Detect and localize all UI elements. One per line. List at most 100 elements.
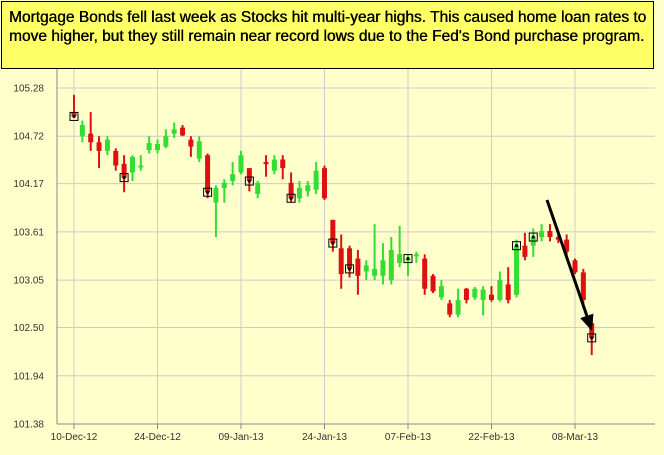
candle-body [413,254,419,257]
candle-body [388,249,394,281]
candle-down [96,136,102,169]
candle-body [271,159,277,171]
candle-up [238,150,244,175]
candle-body [447,303,453,315]
candle-down [430,274,436,294]
candle-body [180,127,186,136]
candle-body [472,288,478,298]
candle-marker [528,232,538,242]
trend-arrow [545,199,594,331]
candle-down [286,172,296,203]
candle-marker [286,193,296,203]
candle-marker-dot [72,114,76,119]
plot-area [57,60,655,424]
candle-down [572,258,578,275]
y-tick-label: 104.72 [13,132,44,143]
candle-up [388,237,394,285]
candle-up [146,136,152,154]
candle-down [355,249,361,295]
y-tick-label: 101.94 [13,371,44,382]
candle-down [180,125,186,137]
candle-marker [119,173,129,183]
candle-body [79,125,85,137]
candle-marker [244,176,254,186]
candle-body [238,155,244,173]
candle-marker-dot [590,336,594,340]
candle-body [213,187,219,203]
arrow-shaft [545,199,591,323]
candle-marker [345,264,355,274]
candle-up [363,260,369,281]
candle-up [413,251,419,263]
y-tick-label: 103.05 [13,276,44,287]
candle-down [88,112,94,151]
candle-up [196,136,202,163]
candle-up [79,120,85,143]
candle-up [296,181,302,203]
x-tick-label: 24-Jan-13 [302,432,347,443]
x-tick-label: 10-Dec-12 [51,432,98,443]
y-tick-label: 102.50 [13,323,44,334]
candle-body [113,150,119,166]
arrow-head [580,313,594,331]
candle-body [355,258,361,276]
candle-body [422,258,428,289]
candle-down [547,224,553,242]
x-tick-label: 22-Feb-13 [468,432,515,443]
candle-body [305,185,311,192]
candle-down [280,155,286,180]
y-tick-label: 105.28 [13,84,44,95]
candle-body [397,254,403,263]
candle-down [69,94,79,121]
candle-up [221,179,227,203]
candle-body [572,260,578,273]
candle-up [397,225,403,268]
x-tick-label: 24-Dec-12 [134,432,181,443]
candle-body [71,112,77,117]
candle-body [96,142,102,151]
candle-up [155,139,160,154]
candle-body [171,129,177,134]
candle-down [203,153,213,199]
x-tick-label: 09-Jan-13 [218,432,263,443]
candle-body [104,139,110,151]
candle-body [430,275,436,292]
annotation-text: Mortgage Bonds fell last week as Stocks … [9,9,647,45]
candle-marker [328,238,338,248]
candle-marker [69,111,79,121]
candle-down [322,165,327,200]
candle-body [288,182,294,199]
annotation-callout: Mortgage Bonds fell last week as Stocks … [1,1,654,69]
candle-body [455,299,461,315]
candle-body [497,280,503,300]
y-tick-label: 103.61 [13,227,44,238]
candle-body [463,288,469,300]
candle-body [255,182,261,194]
candle-body [580,272,586,300]
candle-body [547,231,553,238]
candle-down [463,287,469,304]
candle-body [205,155,211,193]
candle-up [539,224,545,242]
y-tick-label: 104.17 [13,179,44,190]
candle-marker-dot [289,196,293,200]
candle-body [155,144,160,151]
candle-down [422,254,428,295]
candle-marker [403,254,413,264]
candle-marker-dot [331,241,335,245]
candle-down [338,234,344,289]
candle-body [380,260,386,276]
candle-body [146,143,152,151]
candle-marker-dot [247,179,251,183]
candle-marker [203,187,213,197]
candle-marker-dot [406,256,410,261]
candle-up [213,185,219,238]
candle-body [121,163,127,178]
x-tick-label: 07-Feb-13 [385,432,432,443]
candle-body [296,187,302,199]
candle-up [171,122,177,138]
candle-marker-dot [347,267,352,271]
candle-up [512,239,522,298]
